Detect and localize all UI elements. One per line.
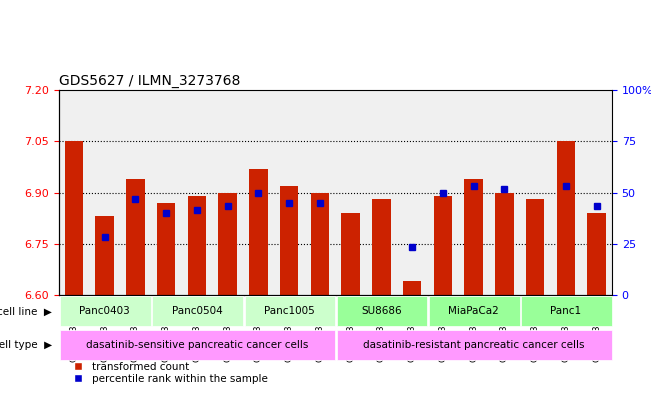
FancyBboxPatch shape: [429, 296, 519, 327]
FancyBboxPatch shape: [337, 296, 428, 327]
Bar: [280, 186, 298, 295]
Bar: [372, 199, 391, 295]
FancyBboxPatch shape: [60, 330, 335, 360]
Text: GDS5627 / ILMN_3273768: GDS5627 / ILMN_3273768: [59, 74, 240, 88]
FancyBboxPatch shape: [60, 296, 151, 327]
Bar: [495, 193, 514, 295]
Text: MiaPaCa2: MiaPaCa2: [449, 307, 499, 316]
Bar: [341, 213, 360, 295]
Text: dasatinib-sensitive pancreatic cancer cells: dasatinib-sensitive pancreatic cancer ce…: [86, 340, 308, 350]
Bar: [219, 193, 237, 295]
Text: dasatinib-resistant pancreatic cancer cells: dasatinib-resistant pancreatic cancer ce…: [363, 340, 585, 350]
Bar: [249, 169, 268, 295]
FancyBboxPatch shape: [152, 296, 243, 327]
FancyBboxPatch shape: [337, 330, 612, 360]
FancyBboxPatch shape: [521, 296, 612, 327]
Bar: [403, 281, 421, 295]
Bar: [157, 203, 175, 295]
Bar: [187, 196, 206, 295]
Bar: [96, 217, 114, 295]
Bar: [587, 213, 606, 295]
Legend: transformed count, percentile rank within the sample: transformed count, percentile rank withi…: [64, 357, 272, 388]
Bar: [126, 179, 145, 295]
Text: cell line  ▶: cell line ▶: [0, 307, 52, 316]
Bar: [526, 199, 544, 295]
Text: cell type  ▶: cell type ▶: [0, 340, 52, 350]
Bar: [464, 179, 483, 295]
FancyBboxPatch shape: [245, 296, 335, 327]
Bar: [557, 141, 575, 295]
Text: SU8686: SU8686: [361, 307, 402, 316]
Bar: [64, 141, 83, 295]
Bar: [311, 193, 329, 295]
Bar: [434, 196, 452, 295]
Text: Panc1005: Panc1005: [264, 307, 314, 316]
Text: Panc0403: Panc0403: [79, 307, 130, 316]
Text: Panc0504: Panc0504: [172, 307, 222, 316]
Text: Panc1: Panc1: [550, 307, 581, 316]
